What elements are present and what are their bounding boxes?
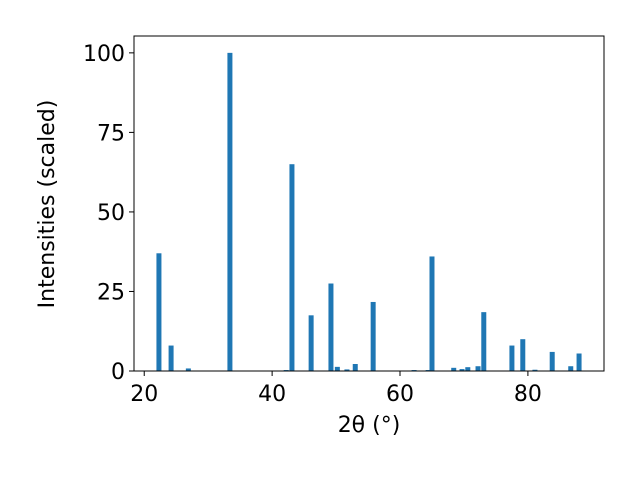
bar — [156, 253, 162, 371]
x-axis-label: 2θ (°) — [338, 413, 401, 438]
bar — [576, 353, 582, 371]
bar — [520, 339, 526, 371]
bar — [465, 367, 471, 371]
x-tick-label: 40 — [258, 382, 286, 407]
bar — [328, 283, 334, 371]
bar — [475, 366, 481, 371]
bar — [532, 369, 538, 371]
y-tick-label: 75 — [97, 121, 125, 146]
y-tick-label: 25 — [97, 280, 125, 305]
bar — [509, 345, 515, 371]
bar — [481, 312, 487, 371]
bar — [370, 301, 376, 371]
bar — [429, 256, 435, 371]
bar — [549, 351, 555, 371]
bar — [344, 369, 350, 371]
x-tick-label: 20 — [130, 382, 158, 407]
bar — [334, 366, 340, 371]
bar — [185, 368, 191, 371]
y-tick-label: 100 — [83, 42, 125, 67]
plot-frame — [133, 35, 605, 372]
bar — [568, 366, 574, 371]
y-tick-label: 50 — [97, 201, 125, 226]
bar — [352, 364, 358, 371]
bar — [168, 345, 174, 371]
x-tick-label: 80 — [514, 382, 542, 407]
bar — [227, 52, 233, 371]
x-tick-label: 60 — [386, 382, 414, 407]
bar — [289, 164, 295, 371]
bar — [308, 315, 314, 371]
y-axis-label: Intensities (scaled) — [35, 100, 60, 309]
y-tick-label: 0 — [111, 360, 125, 385]
bar — [451, 367, 457, 371]
bar — [459, 369, 465, 371]
